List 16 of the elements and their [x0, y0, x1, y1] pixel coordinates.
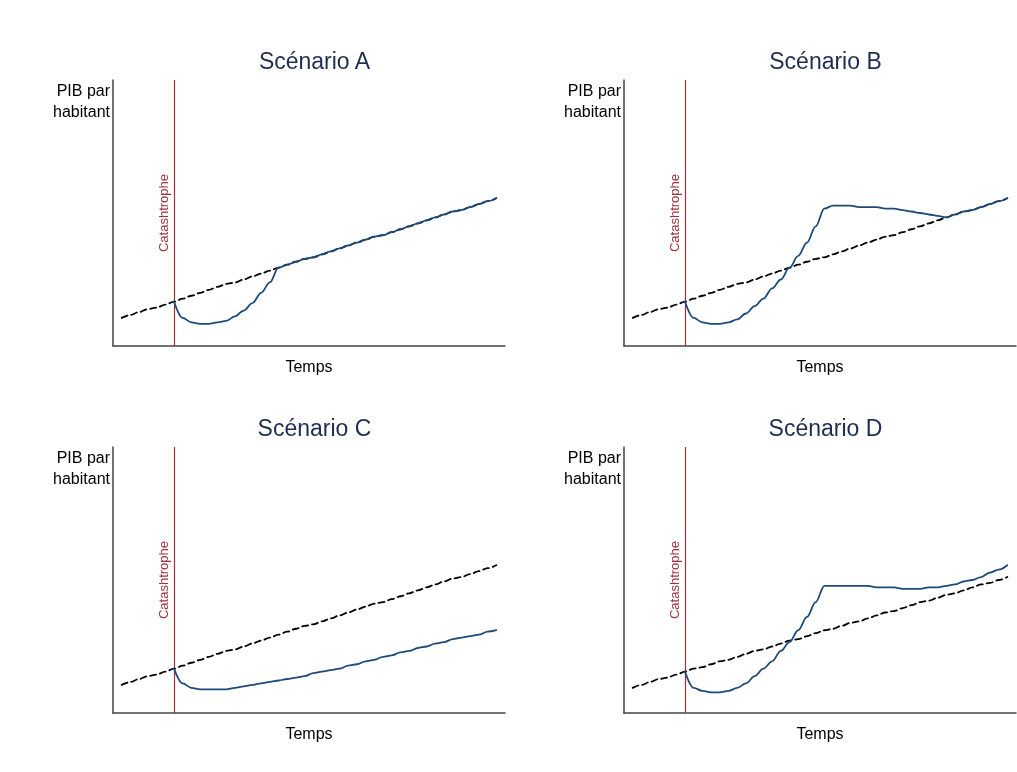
chart-title: Scénario B	[769, 47, 882, 74]
annotation: Catashtrophe	[155, 540, 171, 620]
x-axis-title: Temps	[285, 725, 333, 743]
chart-title: Scénario A	[258, 47, 371, 74]
annotation: Catashtrophe	[666, 540, 682, 620]
y-axis-title: PIB par habitant	[53, 449, 111, 487]
annotation: Catashtrophe	[666, 173, 682, 253]
chart-title: Scénario D	[768, 414, 883, 441]
annotation: Catashtrophe	[155, 173, 171, 253]
x-axis-title: Temps	[796, 358, 844, 376]
y-axis-title: PIB par habitant	[564, 82, 622, 120]
chart-title: Scénario C	[257, 414, 372, 441]
y-axis-title: PIB par habitant	[53, 82, 111, 120]
x-axis-title: Temps	[285, 358, 333, 376]
y-axis-title: PIB par habitant	[564, 449, 622, 487]
x-axis-title: Temps	[796, 725, 844, 743]
